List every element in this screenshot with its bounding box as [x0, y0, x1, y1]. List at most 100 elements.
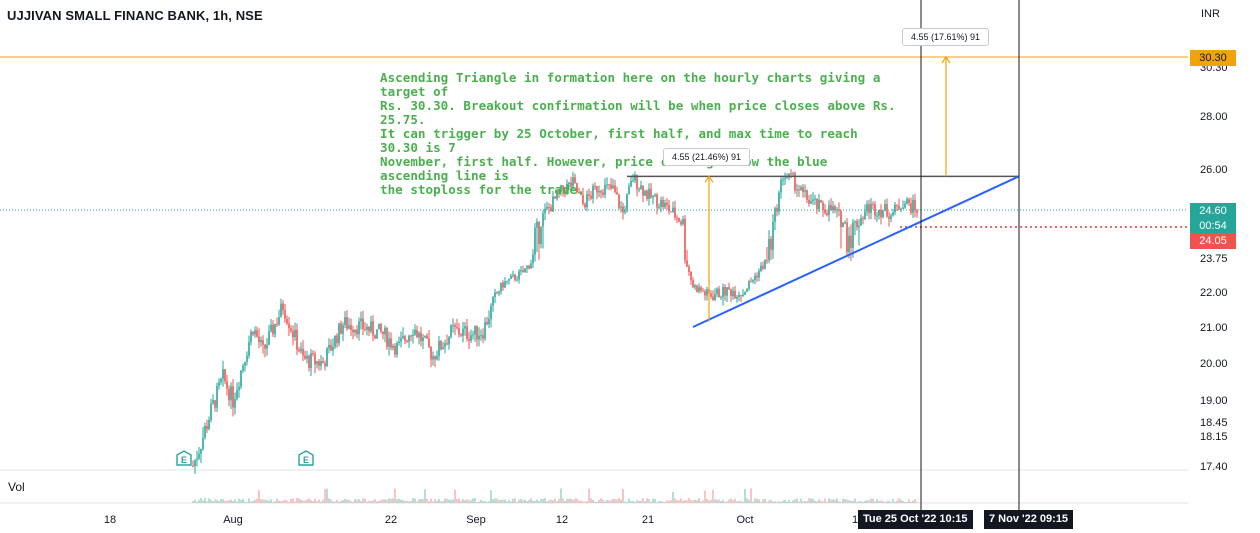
candle-body — [794, 173, 796, 191]
volume-bar — [426, 498, 428, 503]
volume-bar — [452, 499, 454, 503]
candle-body — [898, 205, 900, 210]
volume-bar — [560, 488, 562, 503]
volume-bar — [246, 501, 248, 503]
volume-bar — [894, 501, 896, 503]
candle-body — [312, 353, 314, 355]
candle-body — [690, 271, 692, 281]
volume-bar — [536, 499, 538, 503]
volume-bar — [910, 501, 912, 503]
candle-body — [662, 199, 664, 208]
candle-body — [762, 265, 764, 269]
analysis-note[interactable]: Ascending Triangle in formation here on … — [380, 70, 896, 197]
volume-bar — [312, 501, 314, 503]
volume-bar — [496, 498, 498, 503]
volume-bar — [248, 498, 250, 503]
candle-body — [642, 185, 644, 196]
candle-body — [460, 334, 462, 336]
candle-body — [452, 325, 454, 327]
candle-body — [246, 355, 248, 362]
volume-bar — [694, 499, 696, 503]
volume-bar — [716, 499, 718, 503]
volume-bar — [610, 500, 612, 503]
volume-bar — [430, 498, 432, 503]
volume-bar — [846, 499, 848, 503]
candle-body — [250, 331, 252, 343]
volume-bar — [514, 498, 516, 503]
candle-body — [558, 190, 560, 193]
candle-body — [256, 330, 258, 337]
candle-body — [830, 204, 832, 211]
volume-bar — [644, 501, 646, 503]
volume-bar — [580, 500, 582, 503]
volume-bar — [634, 501, 636, 503]
volume-bar — [618, 498, 620, 503]
volume-bar — [358, 498, 360, 503]
earnings-badge-icon[interactable]: E — [298, 450, 314, 466]
candle-body — [872, 203, 874, 205]
volume-bar — [276, 498, 278, 503]
volume-bar — [708, 500, 710, 503]
crosshair-time-tag-right: 7 Nov '22 09:15 — [984, 510, 1074, 529]
volume-bar — [198, 499, 200, 503]
candle-body — [538, 221, 540, 244]
volume-bar — [398, 498, 400, 503]
volume-bar — [228, 500, 230, 503]
candle-body — [622, 206, 624, 213]
candle-body — [576, 182, 578, 193]
volume-bar — [594, 501, 596, 503]
candle-body — [290, 328, 292, 331]
candle-body — [392, 345, 394, 348]
volume-label[interactable]: Vol — [8, 480, 25, 494]
volume-bar — [250, 501, 252, 503]
volume-bar — [220, 498, 222, 503]
earnings-badge-icon[interactable]: E — [176, 450, 192, 466]
candle-body — [260, 340, 262, 343]
candle-body — [888, 216, 890, 219]
volume-bar — [504, 499, 506, 503]
volume-bar — [774, 501, 776, 503]
volume-bar — [706, 498, 708, 503]
volume-bar — [298, 498, 300, 503]
candle-body — [844, 222, 846, 224]
candle-body — [754, 275, 756, 281]
candle-body — [546, 207, 548, 209]
volume-bar — [544, 498, 546, 503]
volume-bar — [538, 501, 540, 503]
volume-bar — [700, 501, 702, 503]
candle-body — [458, 328, 460, 335]
volume-bar — [622, 489, 624, 503]
volume-bar — [468, 500, 470, 503]
candle-body — [394, 345, 396, 355]
volume-bar — [556, 501, 558, 503]
candle-body — [526, 265, 528, 269]
volume-bar — [216, 500, 218, 503]
symbol-title[interactable]: UJJIVAN SMALL FINANC BANK, 1h, NSE — [7, 8, 263, 23]
candle-body — [686, 260, 688, 267]
volume-bar — [466, 499, 468, 503]
volume-bar — [852, 500, 854, 503]
candle-body — [738, 294, 740, 297]
candle-body — [440, 341, 442, 350]
volume-bar — [502, 499, 504, 503]
volume-bar — [664, 501, 666, 503]
candle-body — [356, 329, 358, 335]
volume-bar — [568, 498, 570, 503]
candle-body — [566, 184, 568, 194]
candle-body — [840, 210, 842, 228]
volume-bar — [208, 498, 210, 503]
candle-body — [360, 318, 362, 322]
candle-body — [320, 361, 322, 366]
candle-body — [340, 323, 342, 334]
volume-bar — [242, 498, 244, 503]
candle-body — [318, 361, 320, 366]
candle-body — [304, 355, 306, 359]
volume-bar — [540, 498, 542, 503]
candle-body — [300, 348, 302, 352]
volume-bar — [742, 501, 744, 503]
candle-body — [906, 199, 908, 204]
volume-bar — [640, 500, 642, 503]
candle-body — [388, 338, 390, 347]
candle-body — [750, 281, 752, 283]
